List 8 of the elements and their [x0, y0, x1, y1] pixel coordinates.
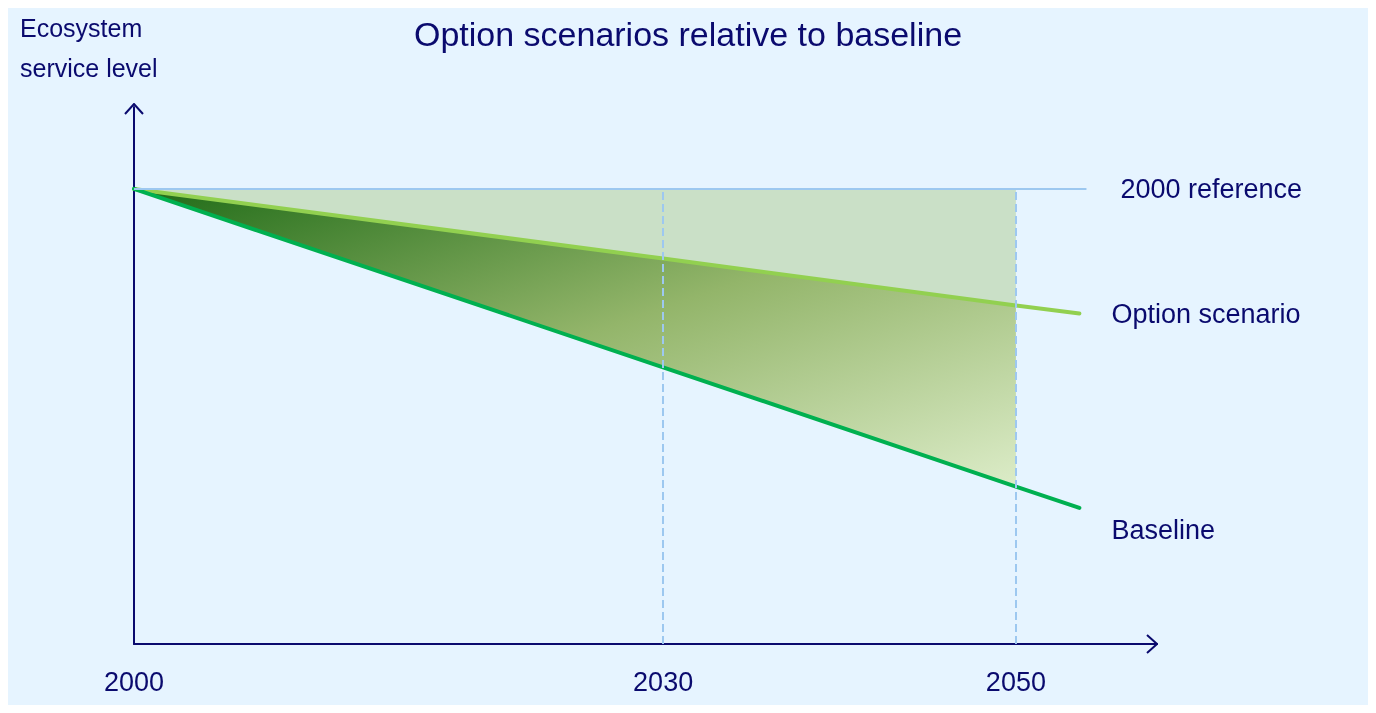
x-tick-label: 2030: [633, 666, 694, 697]
x-tick-label: 2050: [985, 666, 1046, 697]
chart-title: Option scenarios relative to baseline: [413, 15, 963, 53]
x-tick-label: 2000: [103, 666, 165, 697]
series-label: Baseline: [1111, 514, 1215, 545]
ref-line-label: 2000 reference: [1120, 173, 1303, 204]
series-label: Option scenario: [1111, 298, 1301, 329]
y-axis-title: Ecosystem service level: [20, 14, 158, 82]
